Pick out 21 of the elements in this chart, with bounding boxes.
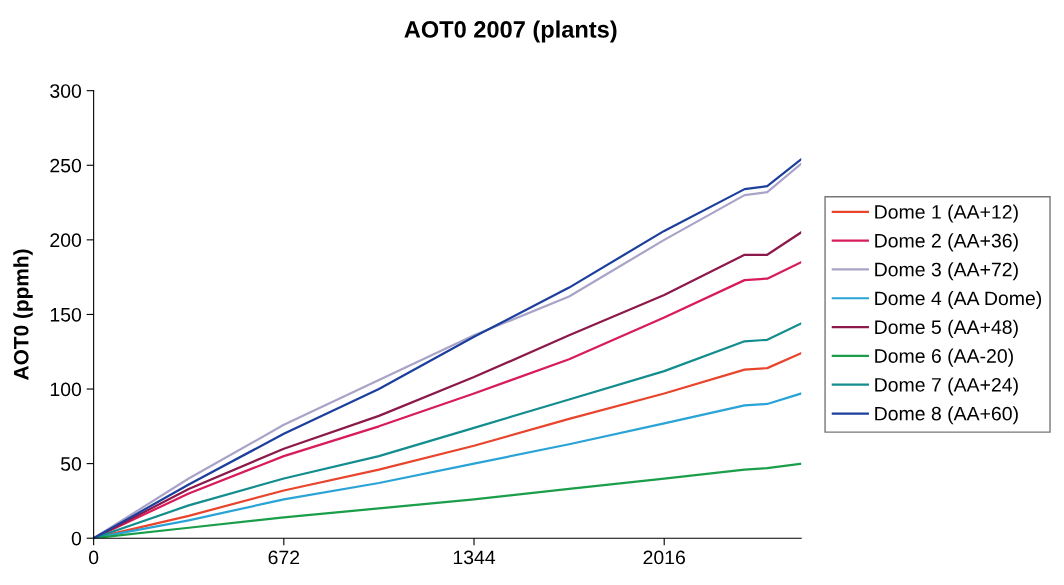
legend-label: Dome 4 (AA Dome) bbox=[875, 290, 1042, 310]
y-tick-label: 50 bbox=[60, 457, 82, 471]
y-tick-label: 100 bbox=[50, 382, 82, 397]
y-tick-label: 150 bbox=[50, 307, 82, 322]
x-tick-label: 1344 bbox=[453, 550, 496, 565]
chart-title: AOT0 2007 (plants) bbox=[404, 20, 617, 43]
legend-label: Dome 3 (AA+72) bbox=[875, 262, 1018, 281]
y-tick-label: 200 bbox=[50, 233, 82, 248]
legend-label: Dome 6 (AA-20) bbox=[875, 348, 1013, 367]
legend-label: Dome 5 (AA+48) bbox=[875, 319, 1018, 338]
legend-label: Dome 1 (AA+12) bbox=[875, 204, 1018, 223]
x-tick-label: 2016 bbox=[643, 550, 685, 565]
legend-label: Dome 8 (AA+60) bbox=[875, 406, 1018, 425]
y-tick-label: 0 bbox=[71, 531, 82, 546]
x-tick-label: 672 bbox=[268, 550, 300, 565]
y-tick-label: 250 bbox=[50, 158, 82, 173]
y-axis-title: AOT0 (ppmh) bbox=[13, 249, 33, 380]
y-tick-label: 300 bbox=[50, 84, 82, 98]
legend-label: Dome 2 (AA+36) bbox=[875, 233, 1018, 252]
legend-label: Dome 7 (AA+24) bbox=[875, 377, 1018, 396]
x-tick-label: 0 bbox=[88, 550, 99, 565]
